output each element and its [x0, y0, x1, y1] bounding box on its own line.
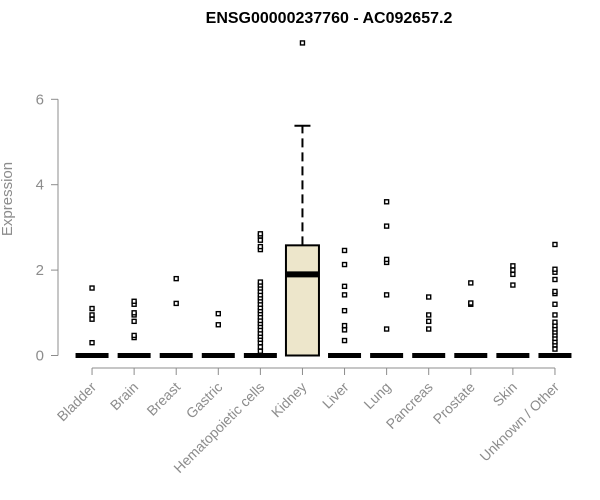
x-tick-label: Liver [319, 379, 352, 412]
outlier-point [257, 279, 264, 285]
x-tick-label: Bladder [54, 379, 100, 425]
outlier-point [552, 346, 558, 352]
outlier-point [341, 337, 348, 344]
x-tick-label: Kidney [268, 379, 310, 421]
y-axis: 0 2 4 6 [36, 91, 59, 365]
outlier-point [552, 241, 558, 248]
outlier-point [173, 300, 179, 307]
outlier-point [383, 256, 390, 263]
outlier-point [383, 223, 390, 229]
outlier-point [257, 348, 264, 354]
outlier-point [131, 310, 137, 316]
outlier-point [426, 326, 432, 332]
outlier-point [510, 267, 516, 273]
outlier-point [215, 310, 221, 317]
outlier-point [131, 298, 137, 304]
x-tick-label: Skin [489, 379, 520, 410]
outlier-point [341, 261, 348, 268]
outlier-point [468, 300, 474, 306]
outlier-point [215, 322, 221, 328]
box-breast [159, 275, 193, 358]
y-axis-label: Expression [0, 162, 16, 236]
outlier-point [257, 344, 264, 350]
outlier-point [552, 312, 558, 318]
y-tick-label: 2 [36, 262, 44, 279]
outlier-point [510, 263, 516, 269]
box-liver [328, 247, 362, 358]
outlier-point [173, 275, 179, 282]
outlier-point [341, 307, 348, 314]
outlier-point [341, 292, 348, 298]
outlier-point [131, 332, 137, 339]
outlier-point [89, 305, 95, 312]
outlier-point [383, 199, 390, 205]
outlier-point [257, 237, 264, 243]
outlier-point [341, 283, 348, 290]
chart-title: ENSG00000237760 - AC092657.2 [206, 10, 453, 27]
outlier-point [257, 231, 264, 237]
outlier-point [426, 294, 432, 300]
box-prostate [454, 280, 488, 358]
outlier-point [510, 282, 516, 288]
outlier-point [552, 301, 558, 307]
outlier-point [552, 319, 558, 325]
box-lung [370, 199, 404, 358]
box-kidney [284, 40, 320, 357]
box-pancreas [412, 294, 446, 358]
outlier-point [89, 339, 95, 346]
x-tick-label: Unknown / Other [476, 379, 562, 465]
box-hematopoietic-cells [243, 231, 277, 358]
outlier-point [89, 316, 95, 322]
outlier-point [341, 322, 348, 329]
x-tick-label: Brain [107, 379, 141, 413]
outlier-point [257, 243, 264, 250]
outlier-point [89, 312, 95, 318]
outlier-point [468, 280, 474, 286]
box-body [284, 244, 320, 357]
outlier-point [89, 285, 95, 291]
outlier-point [131, 318, 137, 325]
outlier-point [552, 276, 558, 283]
outlier-point [383, 326, 390, 332]
outlier-point [552, 266, 558, 272]
outlier-point [341, 327, 348, 333]
x-tick-label: Breast [143, 379, 183, 419]
outlier-point [426, 318, 432, 325]
outlier-point [341, 247, 348, 254]
x-tick-label: Lung [360, 379, 393, 412]
box-skin [496, 263, 530, 358]
box-brain [117, 298, 151, 358]
outlier-point [552, 288, 558, 295]
box-gastric [201, 310, 235, 358]
y-tick-label: 0 [36, 348, 44, 365]
y-tick-label: 4 [36, 177, 44, 194]
box-bladder [75, 285, 109, 358]
outlier-point [510, 271, 516, 278]
outlier-point [383, 292, 390, 298]
box-series [75, 40, 572, 358]
outlier-point [426, 312, 432, 318]
y-tick-label: 6 [36, 91, 44, 108]
x-tick-label: Prostate [430, 379, 478, 427]
outlier-point [299, 40, 306, 46]
box-unknown-other [538, 241, 572, 358]
x-tick-label: Pancreas [383, 379, 436, 432]
